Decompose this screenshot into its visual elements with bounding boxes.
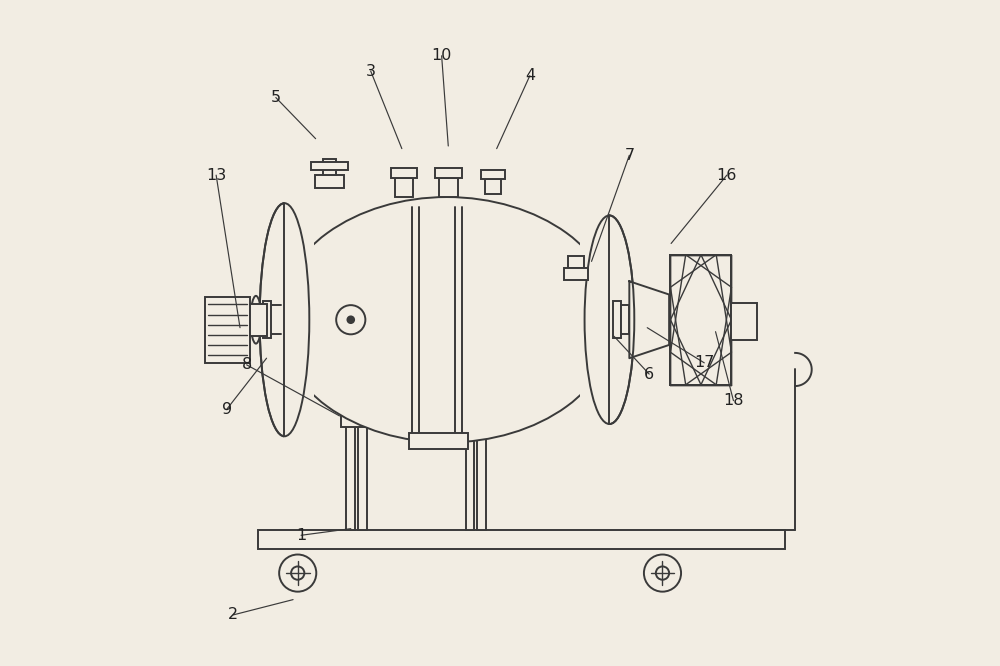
Bar xyxy=(439,178,458,197)
Bar xyxy=(580,197,609,442)
Bar xyxy=(731,303,757,340)
Text: 1: 1 xyxy=(296,527,306,543)
Circle shape xyxy=(656,567,669,579)
Ellipse shape xyxy=(251,296,261,344)
Text: 9: 9 xyxy=(222,402,232,417)
Ellipse shape xyxy=(278,197,616,442)
Circle shape xyxy=(644,555,681,591)
Bar xyxy=(323,159,336,175)
Bar xyxy=(460,410,492,427)
Circle shape xyxy=(291,567,304,579)
Bar xyxy=(311,162,348,170)
Text: 3: 3 xyxy=(366,63,376,79)
Bar xyxy=(564,268,588,280)
Circle shape xyxy=(279,555,316,591)
Bar xyxy=(568,256,584,268)
Bar xyxy=(258,530,785,549)
Bar xyxy=(358,404,367,530)
Circle shape xyxy=(336,305,365,334)
Bar xyxy=(346,404,355,530)
Text: 8: 8 xyxy=(242,358,252,372)
Text: 13: 13 xyxy=(206,168,226,182)
Text: 6: 6 xyxy=(644,366,654,382)
Text: 10: 10 xyxy=(431,48,452,63)
Bar xyxy=(315,175,344,188)
Bar xyxy=(341,410,373,427)
Text: 16: 16 xyxy=(717,168,737,182)
Bar xyxy=(466,404,474,530)
Bar xyxy=(250,304,267,336)
Ellipse shape xyxy=(260,203,309,436)
Bar xyxy=(435,168,462,178)
Bar xyxy=(391,168,417,178)
Bar xyxy=(477,404,486,530)
Bar xyxy=(613,301,621,338)
Text: 4: 4 xyxy=(525,68,535,83)
Text: 18: 18 xyxy=(723,393,744,408)
Circle shape xyxy=(347,316,354,323)
Bar xyxy=(284,197,314,442)
Bar xyxy=(621,305,629,334)
Text: 5: 5 xyxy=(271,90,281,105)
Bar xyxy=(205,296,250,363)
Polygon shape xyxy=(629,281,669,358)
Bar xyxy=(263,301,271,338)
Bar xyxy=(409,433,468,449)
Bar xyxy=(670,254,731,385)
Text: 17: 17 xyxy=(694,356,714,370)
Bar xyxy=(395,178,413,197)
Bar xyxy=(670,254,731,385)
Ellipse shape xyxy=(585,215,634,424)
Bar xyxy=(481,170,505,179)
Text: 2: 2 xyxy=(228,607,238,622)
Bar xyxy=(485,179,501,194)
Text: 7: 7 xyxy=(624,148,634,163)
